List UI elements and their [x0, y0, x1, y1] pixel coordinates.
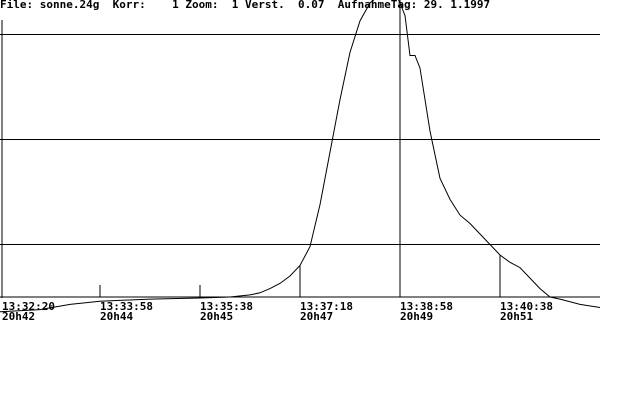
x-tick-label-secondary: 20h42: [2, 310, 35, 323]
signal-line: [0, 0, 601, 313]
x-tick-label-secondary: 20h47: [300, 310, 333, 323]
x-tick-label-secondary: 20h49: [400, 310, 433, 323]
x-tick-label: 13:37:18: [300, 300, 353, 313]
x-tick-label: 13:35:38: [200, 300, 253, 313]
x-tick-label: 13:40:38: [500, 300, 553, 313]
x-tick-label-secondary: 20h45: [200, 310, 233, 323]
x-tick-label: 13:38:58: [400, 300, 453, 313]
x-tick-label: 13:33:58: [100, 300, 153, 313]
header: File: sonne.24g Korr: 1 Zoom: 1 Verst. 0…: [0, 0, 490, 11]
x-tick-label-secondary: 20h51: [500, 310, 533, 323]
x-tick-label-secondary: 20h44: [100, 310, 133, 323]
